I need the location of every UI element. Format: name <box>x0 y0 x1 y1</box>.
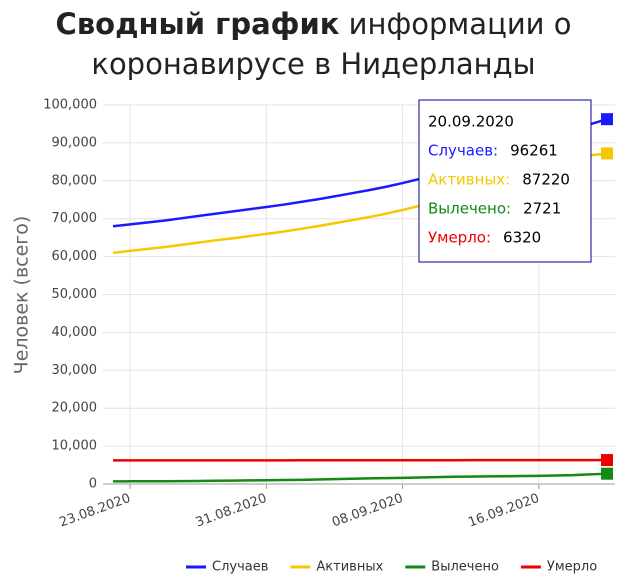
y-tick-label: 20,000 <box>52 401 98 416</box>
tooltip-value: 96261 <box>510 142 558 160</box>
x-tick-label: 08.09.2020 <box>330 491 405 531</box>
y-axis-label: Человек (всего) <box>11 216 33 375</box>
title-bold: Сводный график <box>55 7 340 41</box>
tooltip-label: Случаев: <box>428 142 498 160</box>
y-tick-label: 30,000 <box>52 363 98 378</box>
series-line <box>112 472 608 483</box>
y-tick-label: 60,000 <box>52 249 98 264</box>
tooltip-label: Умерло: <box>428 229 491 247</box>
legend-label: Активных <box>316 560 383 575</box>
x-tick-label: 16.09.2020 <box>466 491 541 531</box>
y-tick-label: 90,000 <box>52 135 98 150</box>
tooltip-value: 6320 <box>503 229 541 247</box>
end-marker <box>601 454 613 467</box>
y-tick-label: 50,000 <box>52 287 98 302</box>
end-marker <box>601 147 613 160</box>
tooltip-label: Вылечено: <box>428 200 511 218</box>
title-rest: информации о коронавирусе в Нидерланды <box>91 7 572 81</box>
y-tick-label: 10,000 <box>52 439 98 454</box>
y-tick-label: 0 <box>89 477 97 492</box>
legend-label: Умерло <box>547 560 597 575</box>
y-tick-label: 80,000 <box>52 173 98 188</box>
y-tick-label: 100,000 <box>43 98 97 113</box>
x-tick-label: 31.08.2020 <box>194 491 269 531</box>
x-tick-label: 23.08.2020 <box>58 491 133 531</box>
tooltip-label: Активных: <box>428 171 510 189</box>
legend-label: Вылечено <box>431 560 499 575</box>
legend-label: Случаев <box>212 560 268 575</box>
chart-title: Сводный график информации о коронавирусе… <box>20 4 607 84</box>
end-marker <box>601 467 613 480</box>
end-marker <box>601 113 613 126</box>
y-tick-label: 40,000 <box>52 325 98 340</box>
tooltip-date: 20.09.2020 <box>428 113 514 131</box>
tooltip-box <box>418 99 592 263</box>
tooltip-value: 87220 <box>522 171 570 189</box>
tooltip-value: 2721 <box>523 200 561 218</box>
y-tick-label: 70,000 <box>52 211 98 226</box>
